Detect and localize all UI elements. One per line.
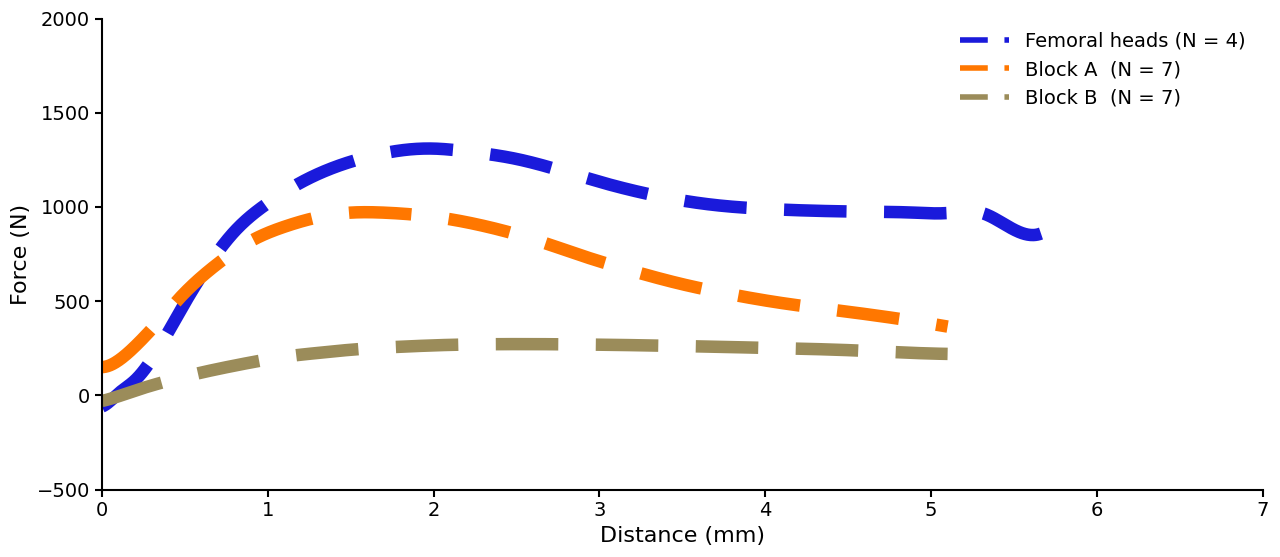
Line: Block A  (N = 7): Block A (N = 7) — [102, 212, 947, 367]
Femoral heads (N = 4) — [95, 403, 110, 410]
Femoral heads (N = 4) — [421, 145, 436, 152]
Femoral heads (N = 4) — [481, 151, 497, 158]
Block A  (N = 7) — [676, 281, 691, 288]
Legend: Femoral heads (N = 4), Block A  (N = 7), Block B  (N = 7): Femoral heads (N = 4), Block A (N = 7), … — [952, 23, 1253, 116]
Block A  (N = 7) — [358, 209, 374, 216]
Block A  (N = 7) — [95, 364, 110, 370]
Block B  (N = 7) — [467, 341, 483, 348]
Block B  (N = 7) — [769, 345, 785, 351]
Line: Femoral heads (N = 4): Femoral heads (N = 4) — [102, 149, 1056, 407]
Block B  (N = 7) — [940, 350, 955, 357]
Femoral heads (N = 4) — [838, 208, 854, 215]
Block A  (N = 7) — [754, 297, 769, 304]
Femoral heads (N = 4) — [515, 157, 530, 164]
Block B  (N = 7) — [509, 341, 525, 348]
Block A  (N = 7) — [940, 323, 955, 330]
Femoral heads (N = 4) — [1048, 219, 1064, 226]
Block B  (N = 7) — [676, 343, 691, 349]
Block B  (N = 7) — [754, 344, 769, 351]
Block B  (N = 7) — [180, 372, 196, 379]
Line: Block B  (N = 7): Block B (N = 7) — [102, 344, 947, 401]
Femoral heads (N = 4) — [750, 205, 765, 212]
Block A  (N = 7) — [467, 221, 483, 227]
Block B  (N = 7) — [436, 341, 452, 348]
Y-axis label: Force (N): Force (N) — [12, 203, 31, 305]
Block B  (N = 7) — [95, 398, 110, 404]
Block A  (N = 7) — [180, 286, 196, 292]
X-axis label: Distance (mm): Distance (mm) — [600, 526, 764, 546]
Femoral heads (N = 4) — [856, 208, 872, 215]
Femoral heads (N = 4) — [192, 276, 207, 282]
Block A  (N = 7) — [769, 299, 785, 306]
Block A  (N = 7) — [436, 215, 452, 222]
